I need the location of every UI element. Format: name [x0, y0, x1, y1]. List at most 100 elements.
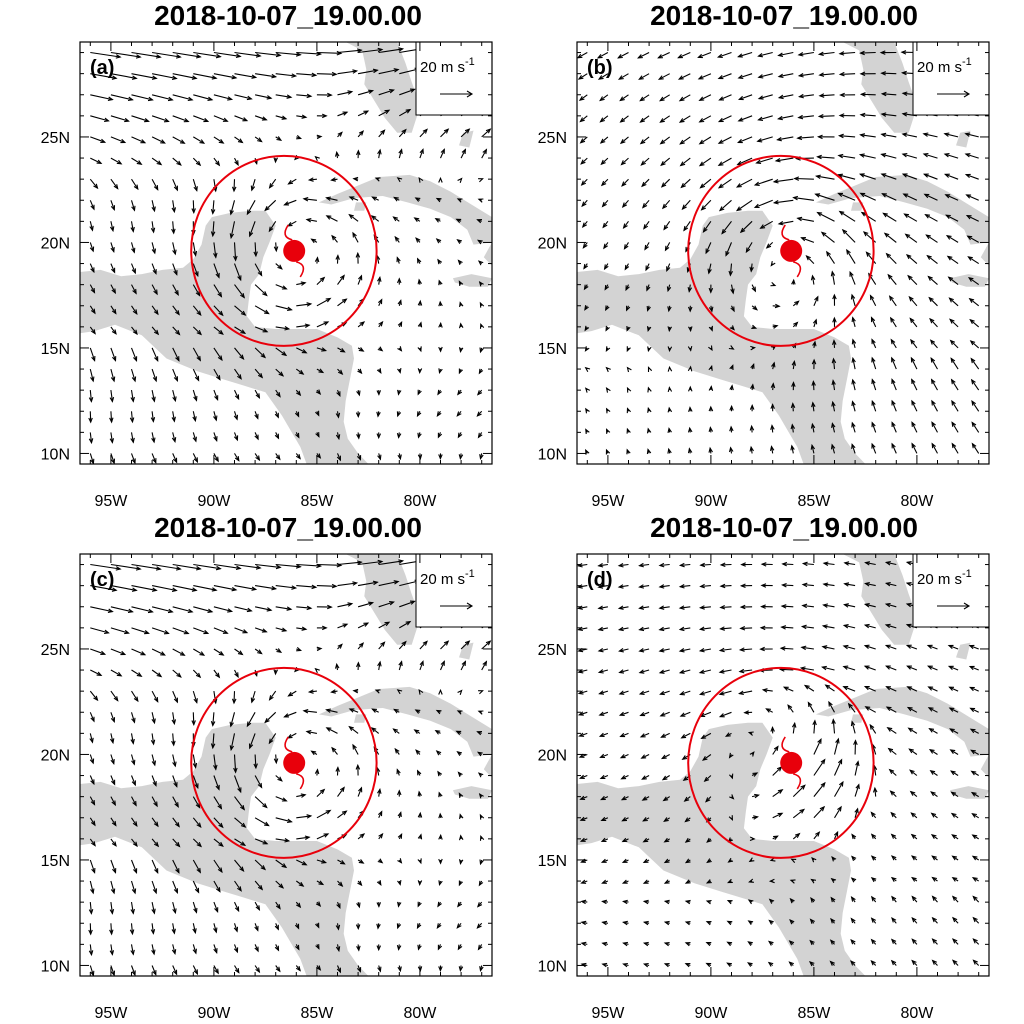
wind-vector-head: [276, 648, 283, 653]
wind-vector-head: [970, 791, 977, 797]
wind-vector: [90, 94, 113, 101]
wind-vector: [358, 560, 383, 566]
wind-vector: [886, 603, 897, 608]
wind-vector: [698, 73, 712, 80]
wind-vector: [801, 646, 814, 650]
wind-vector: [130, 754, 135, 765]
wind-vector-head: [397, 966, 402, 973]
wind-vector-head: [851, 443, 856, 449]
wind-vector-head: [666, 286, 672, 293]
wind-vector-head: [901, 112, 908, 117]
wind-vector-head: [951, 938, 958, 944]
wind-vector-head: [397, 901, 402, 908]
wind-vector-head: [949, 749, 956, 755]
wind-vector-head: [478, 178, 484, 183]
wind-vector-head: [751, 286, 757, 293]
wind-vector-head: [663, 817, 669, 822]
wind-vector-head: [943, 153, 950, 158]
wind-vector-head: [871, 338, 876, 345]
wind-vector: [230, 221, 236, 238]
wind-vector-head: [928, 727, 935, 733]
wind-vector-head: [173, 888, 178, 895]
wind-vector: [398, 661, 403, 671]
wind-vector: [702, 754, 712, 761]
wind-vector: [831, 444, 836, 454]
wind-vector: [699, 94, 712, 101]
wind-vector-head: [855, 760, 860, 767]
wind-vector: [192, 669, 201, 678]
wind-vector-head: [377, 559, 384, 565]
wind-vector-head: [257, 782, 263, 789]
wind-vector: [779, 94, 794, 99]
wind-vector: [969, 298, 980, 307]
wind-vector-head: [622, 962, 628, 968]
wind-vector: [131, 136, 146, 144]
wind-vector-head: [296, 390, 302, 397]
wind-vector-head: [457, 944, 463, 951]
wind-vector-head: [909, 317, 915, 323]
wind-vector-head: [646, 285, 651, 292]
wind-vector-head: [196, 355, 201, 362]
wind-vector-head: [922, 132, 929, 137]
wind-vector: [275, 347, 287, 356]
wind-vector-head: [605, 346, 611, 353]
wind-vector: [699, 157, 712, 167]
wind-vector-head: [336, 391, 341, 397]
wind-vector-head: [797, 52, 804, 57]
wind-vector-head: [264, 717, 270, 724]
wind-vector-head: [718, 647, 725, 653]
wind-vector-head: [577, 690, 584, 695]
wind-vector-head: [210, 721, 216, 727]
wind-vector: [700, 711, 712, 717]
wind-vector-head: [457, 689, 463, 695]
wind-vector-head: [171, 207, 177, 214]
wind-vector-head: [707, 268, 712, 275]
wind-vector-head: [809, 918, 815, 924]
wind-vector: [110, 368, 115, 382]
wind-vector-head: [494, 600, 499, 603]
wind-vector: [640, 711, 650, 717]
wind-vector: [230, 200, 236, 215]
wind-vector: [303, 710, 317, 713]
wind-vector-head: [828, 700, 833, 707]
wind-vector: [213, 115, 228, 122]
wind-vector: [911, 400, 918, 412]
wind-vector-head: [341, 810, 348, 816]
wind-vector-head: [213, 436, 218, 442]
wind-vector-head: [111, 75, 118, 80]
wind-vector: [971, 443, 980, 454]
wind-vector-head: [234, 906, 240, 913]
wind-vector-head: [271, 73, 278, 79]
wind-vector-head: [179, 651, 186, 656]
land-mass: [459, 130, 474, 148]
reference-vector-box: [415, 41, 493, 116]
wind-vector: [130, 200, 136, 211]
wind-vector: [639, 669, 650, 674]
plot-area: [80, 42, 492, 464]
wind-vector: [776, 157, 794, 162]
wind-vector: [254, 754, 257, 768]
wind-vector-head: [678, 562, 685, 568]
wind-vector-head: [740, 562, 746, 567]
wind-vector-head: [192, 416, 197, 423]
wind-vector: [193, 627, 209, 634]
wind-vector: [213, 901, 219, 912]
wind-vector-head: [458, 280, 464, 286]
wind-vector-head: [771, 361, 776, 368]
wind-vector-head: [585, 407, 590, 414]
wind-vector: [931, 422, 938, 433]
wind-vector: [882, 93, 897, 96]
wind-vector: [172, 754, 176, 767]
wind-vector: [460, 128, 470, 138]
wind-vector-head: [626, 448, 631, 455]
wind-vector: [580, 115, 588, 122]
wind-vector: [819, 115, 835, 117]
wind-vector: [928, 297, 938, 307]
wind-vector-head: [759, 646, 765, 652]
panel-label: (b): [587, 57, 613, 79]
wind-vector-head: [890, 338, 896, 345]
wind-vector: [213, 411, 217, 421]
wind-vector-head: [911, 421, 916, 427]
wind-vector-head: [315, 901, 322, 907]
wind-vector-head: [155, 54, 162, 59]
